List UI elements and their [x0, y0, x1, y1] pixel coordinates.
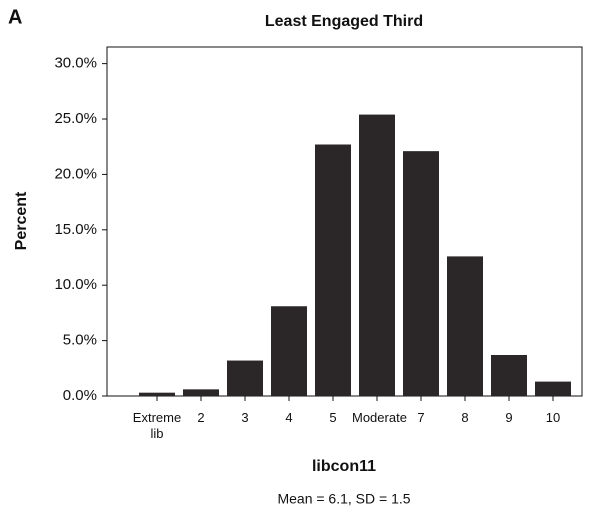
bar	[403, 151, 439, 396]
x-tick-label: Moderate	[352, 410, 407, 425]
x-tick-label: 5	[329, 410, 337, 425]
x-tick-label: 7	[417, 410, 425, 425]
x-tick-label: 2	[197, 410, 205, 425]
x-axis-label: libcon11	[312, 458, 376, 475]
bar	[535, 381, 571, 396]
y-tick-label: 10.0%	[54, 276, 97, 293]
x-tick-label: 4	[285, 410, 293, 425]
y-tick-label: 5.0%	[63, 332, 97, 349]
bar	[447, 256, 483, 396]
x-tick-label: 10	[545, 410, 561, 425]
y-tick-label: 0.0%	[63, 387, 97, 404]
y-tick-label: 25.0%	[54, 110, 97, 127]
panel-label: A	[8, 6, 22, 28]
bar	[139, 392, 175, 396]
bar	[271, 306, 307, 396]
x-tick-label: 9	[505, 410, 513, 425]
x-tick-label: 8	[461, 410, 469, 425]
subtitle: Mean = 6.1, SD = 1.5	[277, 491, 410, 507]
bar	[359, 114, 395, 396]
bar	[227, 360, 263, 396]
y-tick-label: 15.0%	[54, 221, 97, 238]
bar	[183, 389, 219, 396]
y-axis-label: Percent	[13, 191, 30, 250]
bar	[315, 144, 351, 396]
chart-title: Least Engaged Third	[265, 13, 423, 30]
y-tick-label: 20.0%	[54, 165, 97, 182]
y-tick-label: 30.0%	[54, 55, 97, 72]
x-tick-label: Extreme lib	[132, 410, 182, 441]
x-tick-label: 3	[241, 410, 249, 425]
bar	[491, 355, 527, 396]
